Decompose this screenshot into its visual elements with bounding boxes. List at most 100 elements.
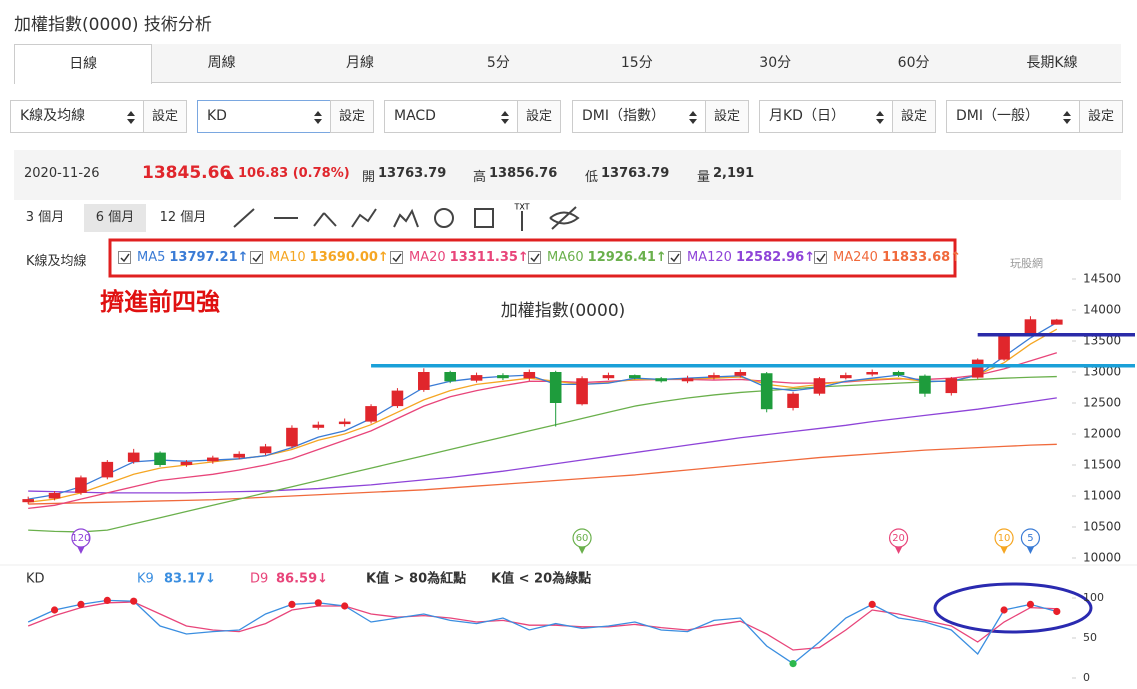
select-arrow: [1063, 111, 1071, 124]
candle-body: [338, 421, 351, 425]
kd-line: [27, 601, 1057, 651]
quote-date: 2020-11-26: [24, 166, 100, 181]
check: [120, 253, 130, 263]
tab[interactable]: 5分: [486, 55, 510, 71]
y-tick-label: 14500: [1083, 272, 1121, 286]
candle-body: [919, 375, 931, 394]
kd-dot: [341, 602, 349, 610]
tab[interactable]: 月線: [345, 55, 374, 71]
selector[interactable]: DMI（指數）: [572, 100, 706, 133]
legend-checkbox[interactable]: [390, 251, 403, 264]
candle-body: [760, 373, 773, 410]
candle-body: [971, 359, 984, 378]
ma-marker-pointer: [894, 546, 903, 554]
ma-line: [28, 322, 1058, 500]
settings-button[interactable]: 設定: [892, 100, 936, 133]
ma-marker-label: 20: [892, 533, 905, 544]
stat-label: 量: [697, 170, 711, 185]
y-tick-label: 100: [1083, 591, 1104, 604]
candle-body: [576, 378, 588, 405]
legend-name: MA20: [409, 250, 446, 265]
candle-body: [312, 424, 325, 428]
candle-body: [207, 457, 219, 462]
kd-dot: [288, 600, 296, 609]
kd-dot: [103, 596, 111, 605]
ma-line: [28, 443, 1057, 505]
legend-value: 11833.68↑: [881, 250, 962, 265]
candle-body: [945, 378, 958, 394]
candle-body: [127, 452, 140, 462]
selector[interactable]: DMI（一般）: [946, 100, 1080, 133]
ma-marker: [1020, 528, 1041, 548]
selector[interactable]: MACD: [384, 100, 518, 133]
selector[interactable]: 月KD（日）: [759, 100, 893, 133]
check: [252, 253, 262, 263]
ma-line: [28, 397, 1057, 494]
range-button[interactable]: 12 個月: [159, 210, 207, 225]
legend-checkbox[interactable]: [250, 251, 263, 264]
legend-name: MA10: [269, 250, 306, 265]
kd-title: KD: [26, 572, 45, 587]
stat-label: 高: [473, 170, 487, 185]
y-tick-label: 10000: [1083, 551, 1121, 565]
tab[interactable]: 長期K線: [1026, 55, 1078, 71]
ma-marker: [71, 528, 91, 548]
settings-button[interactable]: 設定: [1079, 100, 1123, 133]
y-tick-label: 11000: [1083, 489, 1121, 503]
selector[interactable]: K線及均線: [10, 100, 144, 133]
ma-line: [28, 375, 1057, 533]
kd-dot: [77, 600, 85, 609]
check: [392, 253, 402, 263]
check: [530, 253, 540, 263]
candle-body: [787, 393, 799, 408]
quote-price: 13845.66: [142, 163, 232, 183]
legend-value: 13797.21↑: [169, 250, 249, 265]
y-tick-label: 13500: [1083, 334, 1121, 348]
range-button[interactable]: 3 個月: [25, 210, 65, 225]
tab[interactable]: 日線: [14, 44, 153, 84]
tab[interactable]: 15分: [620, 55, 653, 71]
legend-checkbox[interactable]: [814, 251, 827, 264]
settings-button[interactable]: 設定: [517, 100, 561, 133]
candle-body: [708, 375, 720, 378]
candle-body: [813, 378, 826, 394]
up-arrow: [224, 171, 234, 179]
settings-button[interactable]: 設定: [143, 100, 187, 133]
tab[interactable]: 周線: [207, 55, 236, 71]
y-tick-label: 50: [1083, 631, 1097, 644]
legend-value: 12582.96↑: [735, 250, 816, 265]
y-tick-label: 12500: [1083, 396, 1121, 410]
candle-body: [470, 375, 483, 381]
kd-note: K值 < 20為綠點: [491, 571, 591, 587]
stat-value: 13763.79: [601, 166, 670, 181]
legend-checkbox[interactable]: [528, 251, 541, 264]
candle-body: [866, 372, 878, 375]
kd-legend-value: 86.59↓: [276, 572, 328, 587]
tab[interactable]: 60分: [897, 55, 930, 71]
candle-body: [154, 452, 166, 465]
annotation: 擠進前四強: [100, 287, 220, 316]
settings-button[interactable]: 設定: [330, 100, 374, 133]
drawing-tools[interactable]: TXT: [228, 201, 588, 235]
settings-button[interactable]: 設定: [705, 100, 749, 133]
range-button[interactable]: 6 個月: [84, 204, 146, 232]
highlight-box: [108, 238, 957, 278]
legend-checkbox[interactable]: [668, 251, 681, 264]
kd-legend-name: D9: [250, 572, 268, 587]
legend-checkbox[interactable]: [118, 251, 131, 264]
candle-body: [444, 372, 456, 382]
candle-body: [286, 427, 298, 447]
candle-body: [259, 446, 272, 454]
legend-value: 13311.35↑: [449, 250, 529, 265]
ma-marker: [994, 528, 1014, 548]
check: [816, 253, 826, 263]
kd-dot: [1000, 606, 1008, 614]
candle-body: [233, 453, 245, 458]
candle-body: [180, 461, 193, 465]
select-arrow: [689, 111, 697, 124]
selector[interactable]: KD: [197, 100, 331, 133]
ma-line: [28, 328, 1058, 503]
tab[interactable]: 30分: [759, 55, 792, 71]
y-tick-label: 0: [1083, 671, 1090, 684]
